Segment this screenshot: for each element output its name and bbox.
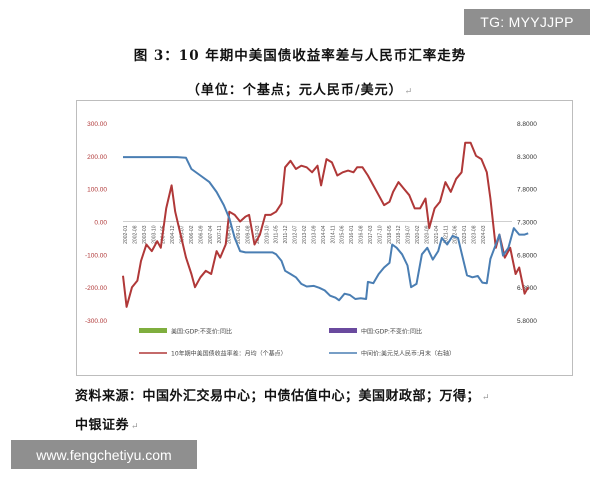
x-tick-label: 2003-03 (142, 225, 148, 244)
x-tick-label: 2022-06 (453, 225, 459, 244)
chart-svg: 300.00 200.00 100.00 0.00 -100.00 -200.00 -300… (85, 121, 537, 358)
x-tick-label: 2002-01 (123, 225, 129, 244)
x-tick-label: 2012-07 (293, 225, 299, 244)
x-tick-label: 2002-08 (132, 225, 138, 244)
source-text-1: 资料来源：中国外汇交易中心；中债估值中心；美国财政部；万得； (75, 389, 481, 404)
right-tick-label: 8.3000 (517, 154, 537, 161)
x-tick-label: 2024-03 (481, 225, 487, 244)
left-tick-label: -200.00 (85, 285, 107, 292)
legend-label: 美国:GDP:不变价:同比 (171, 328, 232, 336)
x-tick-label: 2011-05 (274, 225, 280, 243)
left-tick-label: 300.00 (87, 121, 107, 128)
x-tick-label: 2003-10 (151, 225, 157, 244)
legend: 美国:GDP:不变价:同比 中国:GDP:不变价:同比 10年期中美国债收益率差：月… (139, 328, 455, 358)
x-tick-label: 2014-11 (330, 225, 336, 243)
legend-swatch (329, 328, 357, 333)
x-tick-label: 2007-04 (208, 225, 214, 244)
source-line-1: 资料来源：中国外汇交易中心；中债估值中心；美国财政部；万得； ↵ (75, 385, 490, 404)
right-tick-label: 8.8000 (517, 121, 537, 128)
x-tick-label: 2013-02 (302, 225, 308, 244)
legend-label: 中国:GDP:不变价:同比 (361, 328, 422, 336)
return-mark-icon: ↵ (404, 87, 414, 97)
x-tick-label: 2009-08 (245, 225, 251, 244)
x-tick-label: 2021-11 (443, 225, 449, 243)
x-tick-label: 2017-10 (377, 225, 383, 244)
x-tick-label: 2010-03 (255, 225, 261, 244)
x-tick-label: 2018-12 (396, 225, 402, 244)
left-tick-label: 0.00 (94, 220, 107, 227)
x-tick-label: 2004-05 (161, 225, 167, 244)
x-tick-label: 2016-08 (359, 225, 365, 244)
x-tick-label: 2023-01 (462, 225, 468, 244)
x-tick-label: 2020-09 (424, 225, 430, 244)
x-tick-label: 2014-04 (321, 225, 327, 244)
source-text-2: 中银证券 (75, 418, 130, 433)
usdcny-series-line (123, 156, 529, 302)
legend-label: 10年期中美国债收益率差：月均（个基点） (171, 350, 287, 358)
x-tick-label: 2010-10 (264, 225, 270, 244)
left-tick-label: -100.00 (85, 252, 107, 259)
x-tick-label: 2013-09 (311, 225, 317, 244)
plot-area (122, 141, 530, 308)
right-tick-label: 6.8000 (517, 252, 537, 259)
x-tick-label: 2006-09 (198, 225, 204, 244)
return-mark-icon: ↵ (131, 422, 140, 432)
x-tick-label: 2018-05 (387, 225, 393, 244)
watermark-top: TG: MYYJJPP (464, 9, 590, 35)
spread-series-line (122, 141, 530, 308)
return-mark-icon: ↵ (482, 393, 491, 403)
x-tick-label: 2020-02 (415, 225, 421, 244)
chart-title: 图 3：10 年期中美国债收益率差与人民币汇率走势 (133, 48, 467, 64)
legend-label: 中间价:美元兑人民币:月末（右轴） (361, 350, 455, 358)
x-tick-label: 2023-08 (472, 225, 478, 244)
x-tick-label: 2007-11 (217, 225, 223, 243)
x-tick-label: 2004-12 (170, 225, 176, 244)
right-tick-label: 7.8000 (517, 187, 537, 194)
chart-subtitle: （单位：个基点；元人民币/美元） ↵ (0, 79, 600, 98)
x-tick-label: 2005-07 (180, 225, 186, 244)
x-tick-label: 2017-03 (368, 225, 374, 244)
right-axis: 8.80008.30007.80007.30006.80006.30005.80… (517, 121, 537, 325)
x-tick-label: 2019-07 (406, 225, 412, 244)
subtitle-text: （单位：个基点；元人民币/美元） (186, 83, 403, 98)
x-tick-label: 2008-06 (227, 225, 233, 244)
x-tick-label: 2011-12 (283, 225, 289, 243)
x-tick-label: 2015-06 (340, 225, 346, 244)
right-tick-label: 5.8000 (517, 318, 537, 325)
x-tick-label: 2021-04 (434, 225, 440, 244)
x-tick-label: 2006-02 (189, 225, 195, 244)
x-axis: 2002-01 2002-08 2003-03 2003-10 2004-05 2004-… (123, 221, 512, 244)
legend-swatch (139, 328, 167, 333)
chart-frame: 300.00 200.00 100.00 0.00 -100.00 -200.00 -300… (76, 100, 573, 376)
left-tick-label: -300.00 (85, 318, 107, 325)
left-axis: 300.00 200.00 100.00 0.00 -100.00 -200.00 -300… (85, 121, 107, 325)
left-tick-label: 100.00 (87, 187, 107, 194)
watermark-bottom: www.fengchetiyu.com (11, 440, 197, 469)
x-tick-label: 2016-01 (349, 225, 355, 244)
source-line-2: 中银证券 ↵ (75, 414, 139, 433)
x-tick-label: 2009-01 (236, 225, 242, 244)
right-tick-label: 7.3000 (517, 220, 537, 227)
left-tick-label: 200.00 (87, 154, 107, 161)
